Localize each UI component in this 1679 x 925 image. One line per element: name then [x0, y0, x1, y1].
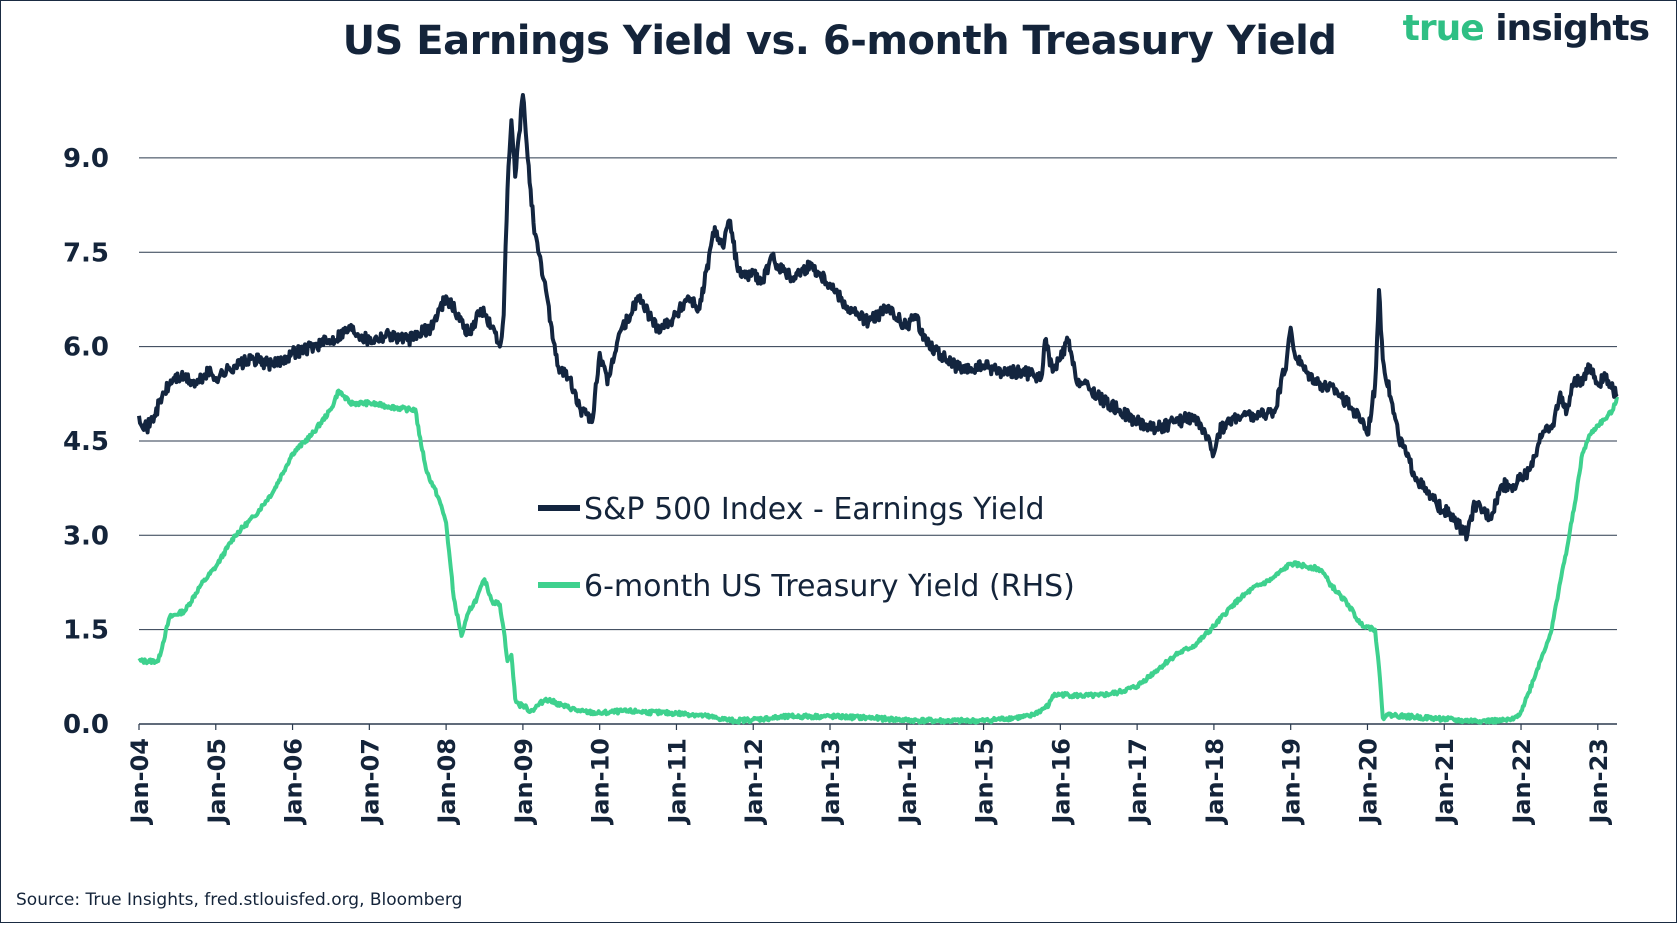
brand-logo: true insights	[1402, 8, 1650, 49]
x-axis-ticks: Jan-04 Jan-05 Jan-06 Jan-07 Jan-08 Jan-09 Jan-…	[126, 724, 1613, 826]
source-note: Source: True Insights, fred.stlouisfed.o…	[16, 890, 463, 910]
x-tick-label: Jan-09	[510, 738, 538, 826]
y-tick-label: 3.0	[63, 521, 109, 551]
x-tick-label: Jan-11	[663, 738, 691, 826]
x-tick-label: Jan-18	[1201, 738, 1229, 826]
x-tick-label: Jan-17	[1124, 738, 1152, 826]
x-tick-label: Jan-15	[971, 738, 999, 826]
y-tick-label: 0.0	[63, 710, 109, 740]
x-tick-label: Jan-08	[433, 738, 461, 826]
y-tick-label: 6.0	[63, 333, 109, 363]
x-tick-label: Jan-10	[587, 738, 615, 826]
y-tick-label: 1.5	[63, 616, 109, 646]
x-tick-label: Jan-05	[203, 738, 231, 826]
brand-word-true: true	[1402, 8, 1485, 49]
x-tick-label: Jan-20	[1354, 738, 1382, 826]
x-tick-label: Jan-06	[280, 738, 308, 826]
y-axis-ticks: 0.0 1.5 3.0 4.5 6.0 7.5 9.0	[63, 144, 109, 740]
legend-label-treasury: 6-month US Treasury Yield (RHS)	[584, 569, 1075, 604]
series-line-treasury-yield	[137, 388, 1619, 725]
y-tick-label: 4.5	[63, 427, 109, 457]
legend: S&P 500 Index - Earnings Yield 6-month U…	[538, 492, 1075, 604]
x-tick-label: Jan-07	[356, 738, 384, 826]
x-tick-label: Jan-12	[740, 738, 768, 826]
x-tick-label: Jan-21	[1431, 738, 1459, 826]
plot-lines	[137, 93, 1619, 725]
legend-label-earnings: S&P 500 Index - Earnings Yield	[584, 492, 1045, 527]
series-line-earnings-yield	[137, 93, 1619, 542]
x-tick-label: Jan-04	[126, 738, 154, 826]
y-tick-label: 9.0	[63, 144, 109, 174]
x-tick-label: Jan-16	[1047, 738, 1075, 826]
grid-lines	[139, 157, 1617, 725]
x-tick-label: Jan-23	[1585, 738, 1613, 826]
x-tick-label: Jan-19	[1278, 738, 1306, 826]
x-tick-label: Jan-13	[817, 738, 845, 826]
brand-word-insights: insights	[1495, 8, 1650, 49]
y-tick-label: 7.5	[63, 238, 109, 268]
chart-title: US Earnings Yield vs. 6-month Treasury Y…	[342, 18, 1337, 64]
x-tick-label: Jan-14	[894, 738, 922, 826]
x-tick-label: Jan-22	[1508, 738, 1536, 826]
